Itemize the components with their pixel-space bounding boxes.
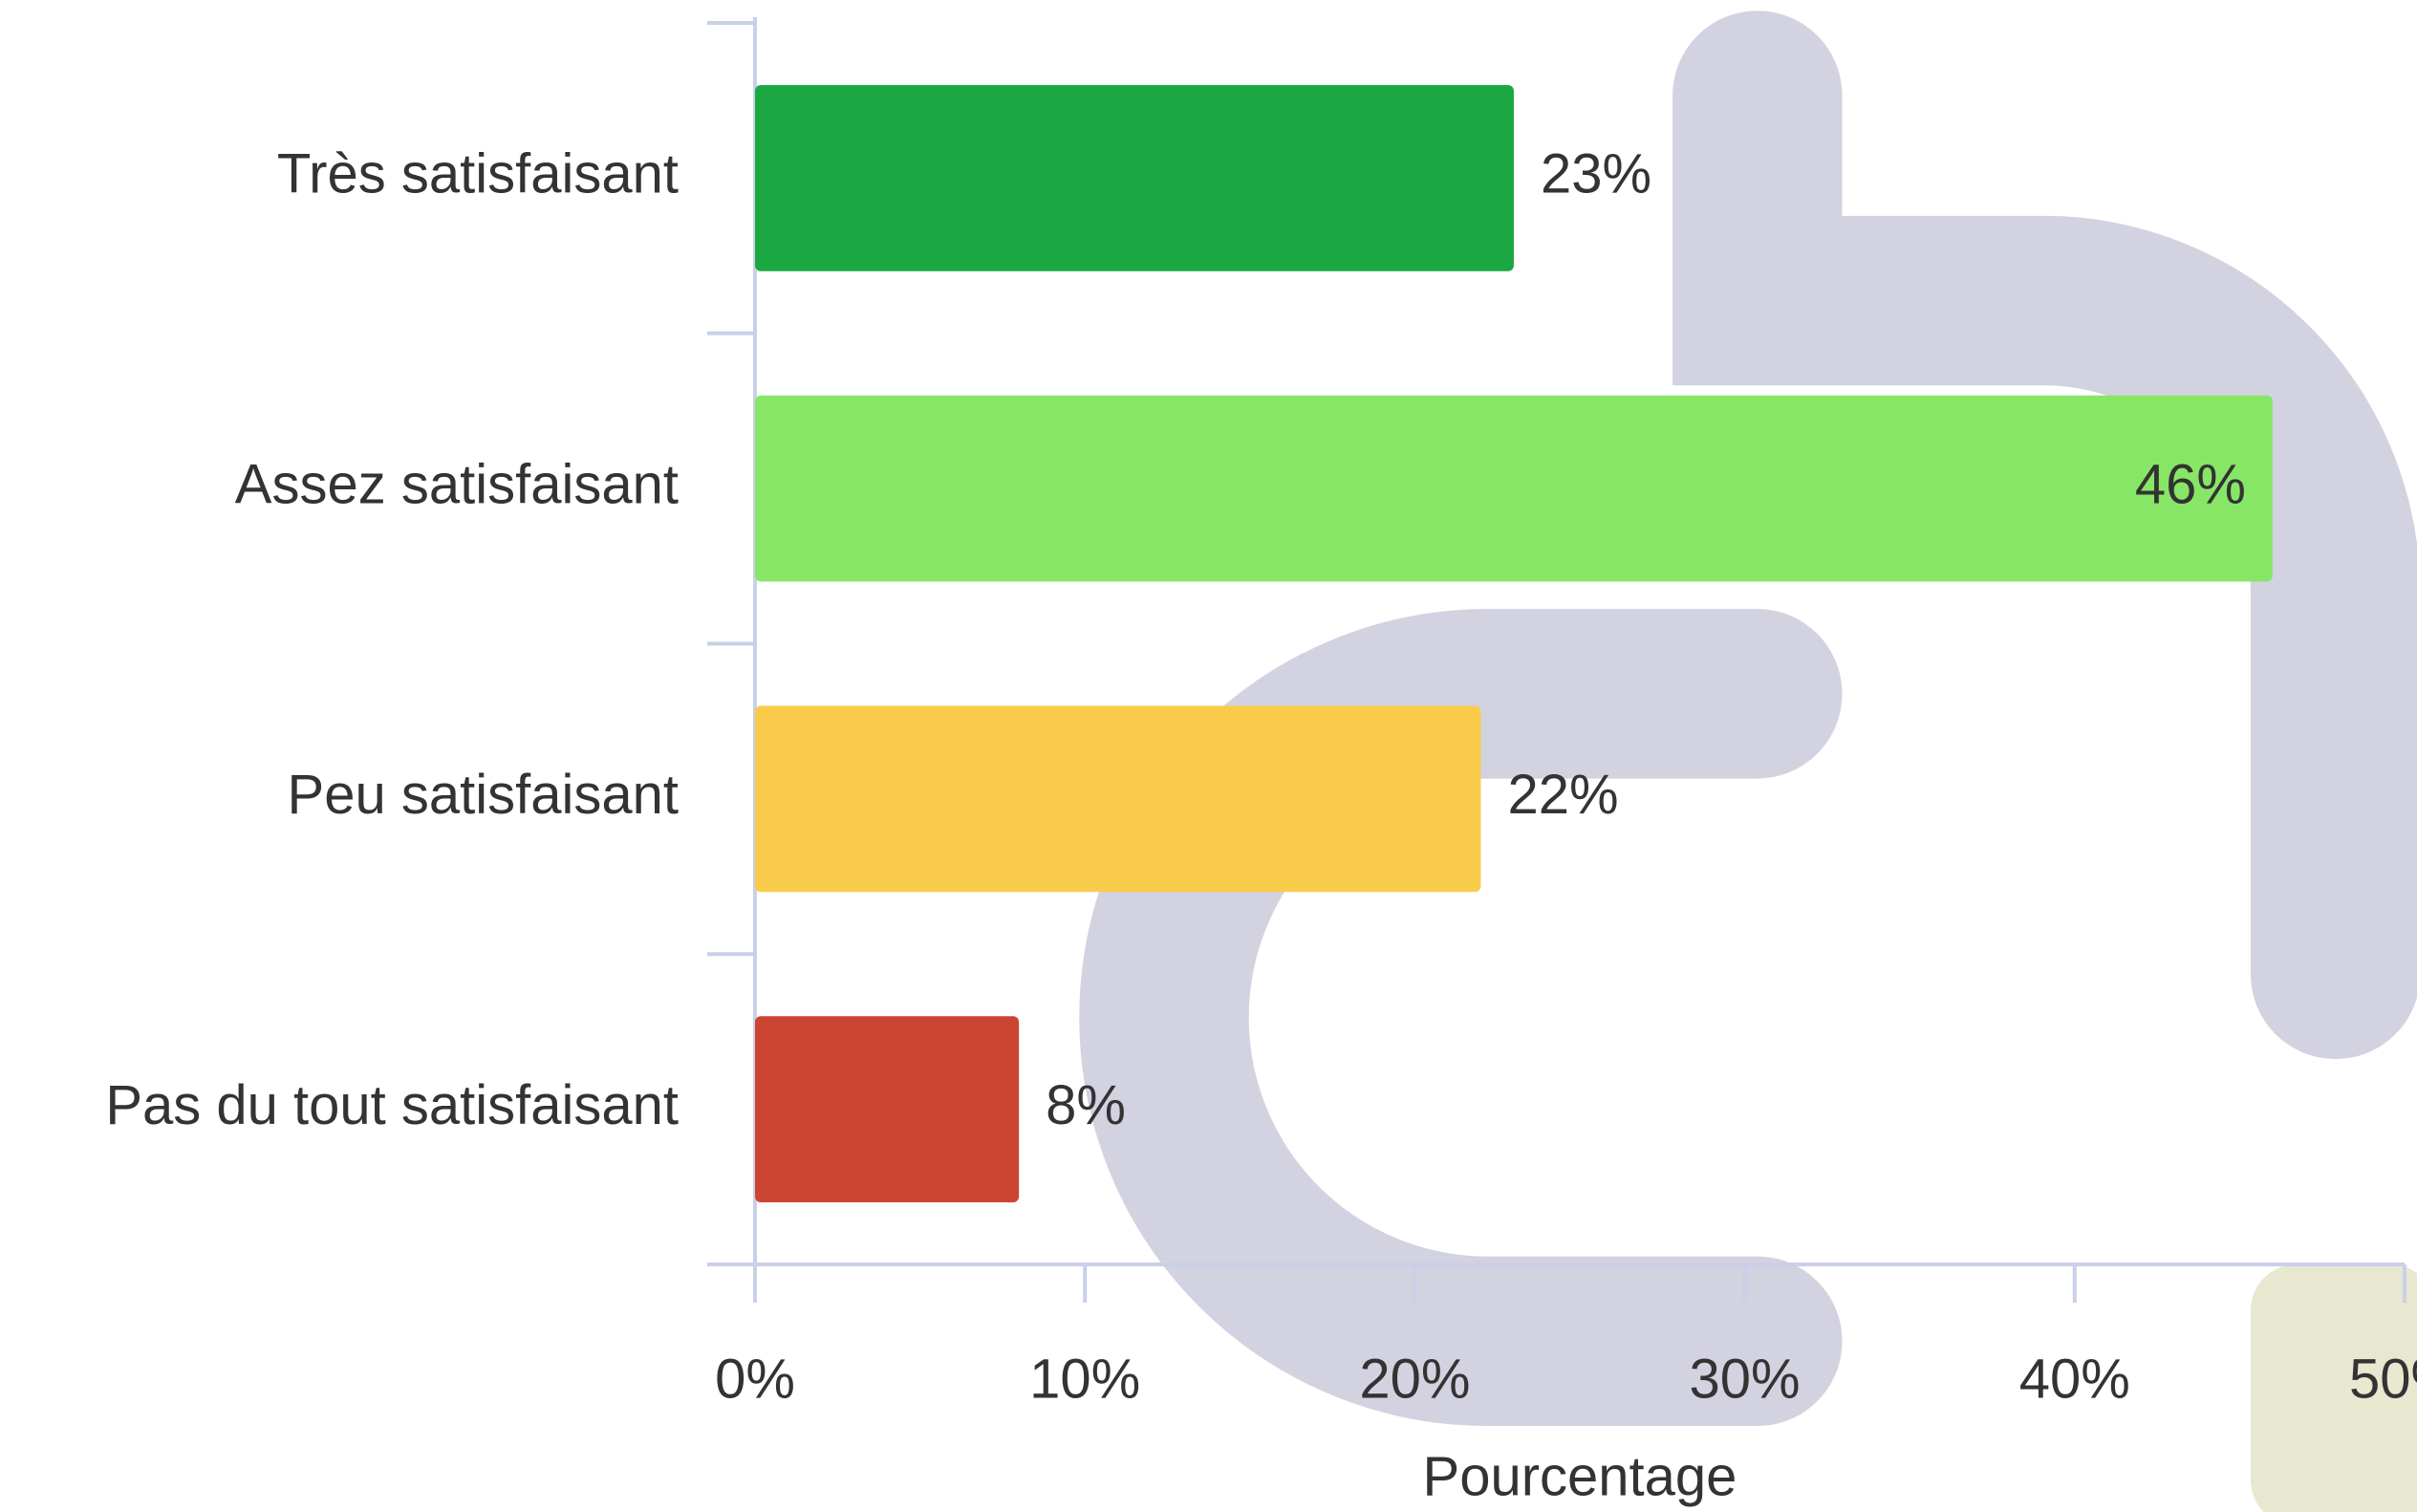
y-tick-label: Assez satisfaisant xyxy=(235,453,679,515)
y-tick-label: Pas du tout satisfaisant xyxy=(105,1074,679,1136)
y-tick-label: Très satisfaisant xyxy=(277,143,679,205)
bar xyxy=(755,1016,1020,1203)
value-label: 22% xyxy=(1507,764,1618,826)
x-tick-label: 30% xyxy=(1690,1348,1801,1410)
x-axis-title: Pourcentage xyxy=(1423,1445,1737,1507)
watermark-shape xyxy=(1672,11,2417,1060)
value-label: 46% xyxy=(2135,453,2246,515)
bar xyxy=(755,705,1481,893)
value-label: 23% xyxy=(1541,143,1651,205)
x-tick-label: 20% xyxy=(1359,1348,1470,1410)
bar xyxy=(755,395,2273,582)
value-label: 8% xyxy=(1046,1074,1126,1136)
y-tick-label: Peu satisfaisant xyxy=(288,764,679,826)
x-tick-label: 40% xyxy=(2019,1348,2130,1410)
watermark-block xyxy=(2250,1264,2417,1512)
x-tick-label: 50% xyxy=(2349,1348,2417,1410)
x-tick-label: 10% xyxy=(1029,1348,1140,1410)
bar xyxy=(755,84,1514,271)
x-tick-label: 0% xyxy=(715,1348,795,1410)
